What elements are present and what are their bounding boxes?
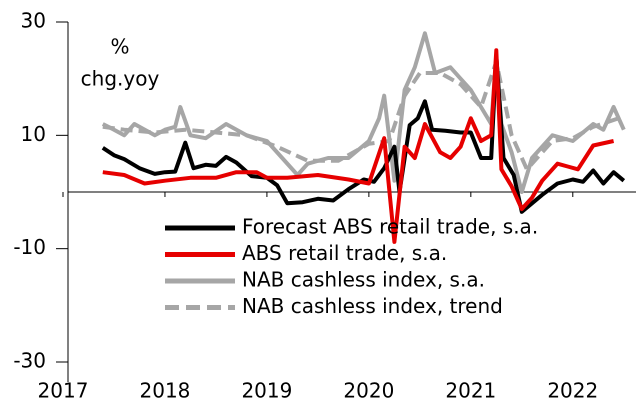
series-line [102, 48, 615, 244]
y-tick-label: -30 [13, 349, 46, 373]
legend-label: NAB cashless index, trend [242, 294, 503, 318]
x-tick-label: 2018 [140, 379, 191, 400]
x-tick-label: 2017 [38, 379, 89, 400]
legend-label: ABS retail trade, s.a. [242, 241, 447, 265]
annotation: % [110, 35, 129, 59]
y-tick-label: 10 [21, 122, 46, 146]
legend-label: NAB cashless index, s.a. [242, 268, 485, 292]
x-tick-label: 2022 [547, 379, 598, 400]
x-tick-label: 2019 [241, 379, 292, 400]
series-line [101, 31, 626, 194]
x-tick-label: 2020 [343, 379, 394, 400]
x-tick-label: 2021 [445, 379, 496, 400]
annotation: chg.yoy [81, 67, 160, 91]
legend-label: Forecast ABS retail trade, s.a. [242, 215, 538, 239]
y-tick-label: 30 [21, 9, 46, 33]
legend: Forecast ABS retail trade, s.a.ABS retai… [165, 215, 538, 318]
y-tick-label: -10 [13, 235, 46, 259]
series-line [101, 54, 626, 214]
